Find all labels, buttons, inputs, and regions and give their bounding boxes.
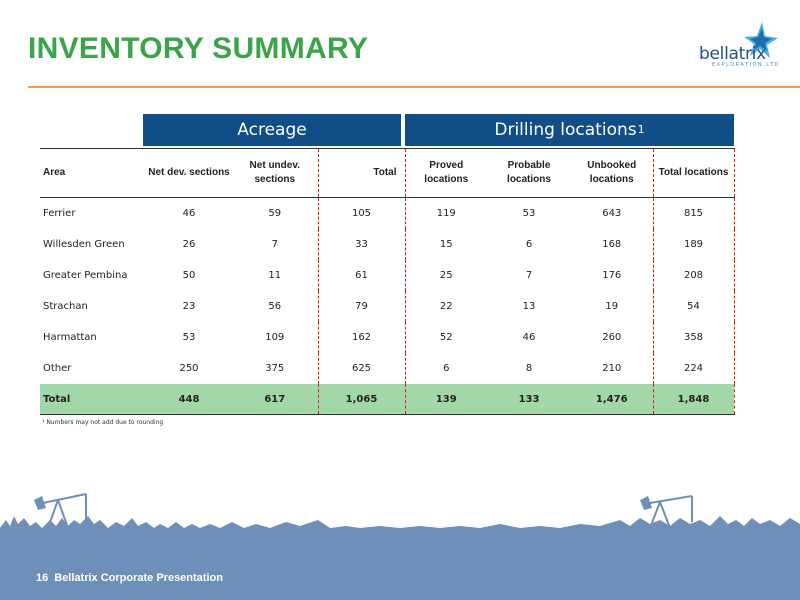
value-cell: 358	[653, 322, 735, 353]
value-cell: 1,848	[653, 384, 735, 415]
value-cell: 224	[653, 353, 735, 384]
area-cell: Willesden Green	[43, 239, 125, 250]
table-row: Strachan 23 56 79 22 13 19 54	[40, 291, 735, 322]
value-cell: 25	[439, 270, 453, 281]
value-cell: 625	[318, 353, 406, 384]
value-cell: 375	[232, 353, 319, 384]
value-cell: 250	[179, 363, 199, 374]
value-cell: 109	[232, 322, 319, 353]
value-cell: 46	[522, 332, 536, 343]
value-cell: 19	[571, 291, 654, 322]
value-cell: 50	[182, 270, 196, 281]
value-cell: 1,065	[318, 384, 406, 415]
value-cell: 33	[318, 229, 406, 260]
table-row: Harmattan 53 109 162 52 46 260 358	[40, 322, 735, 353]
value-cell: 168	[571, 229, 654, 260]
value-cell: 56	[232, 291, 319, 322]
value-cell: 26	[182, 239, 196, 250]
column-header: Net dev. sections	[146, 148, 232, 198]
value-cell: 53	[182, 332, 196, 343]
inventory-table: Area Net dev. sections Net undev. sectio…	[40, 148, 735, 415]
area-cell: Total	[40, 384, 146, 415]
value-cell: 162	[318, 322, 406, 353]
value-cell: 119	[436, 208, 456, 219]
value-cell: 260	[571, 322, 654, 353]
value-cell: 53	[522, 208, 536, 219]
value-cell: 139	[405, 384, 487, 415]
value-cell: 46	[182, 208, 196, 219]
drilling-footnote-marker: 1	[637, 122, 645, 136]
value-cell: 61	[318, 260, 406, 291]
column-header: Proved locations	[405, 148, 487, 198]
value-cell: 189	[653, 229, 735, 260]
value-cell: 208	[653, 260, 735, 291]
value-cell: 8	[525, 363, 533, 374]
table-row: Willesden Green 26 7 33 15 6 168 189	[40, 229, 735, 260]
table-row: Ferrier 46 59 105 119 53 643 815	[40, 197, 735, 229]
value-cell: 6	[443, 363, 450, 374]
area-cell: Harmattan	[43, 332, 97, 343]
footnote: ¹ Numbers may not add due to rounding	[42, 419, 164, 426]
value-cell: 617	[232, 384, 319, 415]
oil-field-silhouette-icon	[0, 493, 800, 555]
value-cell: 7	[232, 229, 319, 260]
value-cell: 79	[318, 291, 406, 322]
logo-wordmark: bellatrix	[699, 44, 766, 64]
value-cell: 23	[182, 301, 196, 312]
value-cell: 133	[487, 384, 571, 415]
value-cell: 210	[571, 353, 654, 384]
table-header-row: Area Net dev. sections Net undev. sectio…	[40, 148, 735, 198]
acreage-group-header: Acreage	[143, 114, 401, 146]
value-cell: 176	[571, 260, 654, 291]
area-cell: Ferrier	[43, 208, 76, 219]
column-header: Area	[40, 148, 146, 198]
column-header: Probable locations	[487, 148, 571, 198]
star-logo-icon	[744, 22, 778, 58]
value-cell: 815	[653, 197, 735, 229]
area-cell: Greater Pembina	[43, 270, 128, 281]
presentation-name: Bellatrix Corporate Presentation	[54, 572, 223, 584]
drilling-group-header: Drilling locations 1	[405, 114, 734, 146]
column-header: Net undev. sections	[232, 148, 319, 198]
page-number: 16	[36, 572, 49, 584]
acreage-group-label: Acreage	[237, 120, 307, 140]
footer-band	[0, 548, 800, 600]
column-header: Total	[318, 148, 406, 198]
table-row: Other 250 375 625 6 8 210 224	[40, 353, 735, 384]
column-header: Total locations	[653, 148, 735, 198]
value-cell: 13	[522, 301, 536, 312]
column-header: Unbooked locations	[571, 148, 654, 198]
value-cell: 643	[571, 197, 654, 229]
total-row: Total 448 617 1,065 139 133 1,476 1,848	[40, 384, 735, 415]
logo-tagline: EXPLORATION LTD	[712, 62, 780, 68]
value-cell: 22	[439, 301, 453, 312]
area-cell: Strachan	[43, 301, 88, 312]
drilling-group-label: Drilling locations	[494, 120, 637, 140]
table-row: Greater Pembina 50 11 61 25 7 176 208	[40, 260, 735, 291]
page-title: INVENTORY SUMMARY	[28, 32, 369, 65]
area-cell: Other	[43, 363, 72, 374]
value-cell: 1,476	[571, 384, 654, 415]
value-cell: 448	[146, 384, 232, 415]
value-cell: 59	[232, 197, 319, 229]
table-body: Ferrier 46 59 105 119 53 643 815 Willesden Green…	[40, 197, 735, 415]
value-cell: 7	[525, 270, 533, 281]
title-divider	[28, 86, 800, 88]
value-cell: 105	[318, 197, 406, 229]
value-cell: 11	[232, 260, 319, 291]
footer-label: 16 Bellatrix Corporate Presentation	[36, 572, 223, 584]
value-cell: 54	[653, 291, 735, 322]
value-cell: 15	[439, 239, 453, 250]
value-cell: 6	[525, 239, 533, 250]
value-cell: 52	[439, 332, 453, 343]
